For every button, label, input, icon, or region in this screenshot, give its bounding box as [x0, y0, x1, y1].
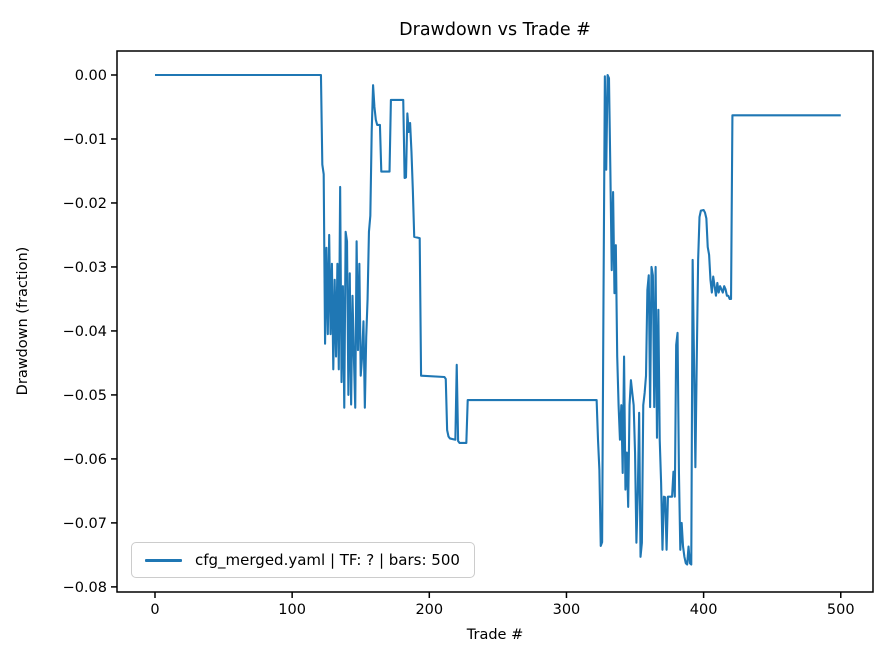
x-tick-label: 300: [553, 602, 581, 618]
x-tick-label: 500: [827, 602, 855, 618]
y-tick-label: −0.04: [63, 324, 107, 340]
y-tick-label: −0.01: [63, 132, 107, 148]
x-tick-label: 100: [278, 602, 306, 618]
y-axis-label: Drawdown (fraction): [15, 247, 31, 396]
y-tick-label: 0.00: [75, 68, 107, 84]
y-tick-label: −0.07: [63, 516, 107, 532]
x-tick-label: 400: [690, 602, 718, 618]
legend: cfg_merged.yaml | TF: ? | bars: 500: [131, 542, 475, 578]
y-tick-label: −0.05: [63, 388, 107, 404]
x-axis-label: Trade #: [466, 627, 523, 643]
y-tick-label: −0.08: [63, 580, 107, 596]
x-tick-label: 0: [150, 602, 159, 618]
y-tick-label: −0.06: [63, 452, 107, 468]
x-tick-label: 200: [415, 602, 443, 618]
y-tick-label: −0.02: [63, 196, 107, 212]
plot-area: [116, 50, 874, 593]
legend-line-sample: [145, 558, 182, 562]
legend-label: cfg_merged.yaml | TF: ? | bars: 500: [195, 551, 460, 569]
axis-ticks: 0 100 200 300 400 500 0.00 −0.01 −0.02 −0.03 −0.04…: [63, 68, 855, 618]
chart-title: Drawdown vs Trade #: [399, 20, 591, 40]
drawdown-line: [154, 73, 841, 566]
y-tick-label: −0.03: [63, 260, 107, 276]
